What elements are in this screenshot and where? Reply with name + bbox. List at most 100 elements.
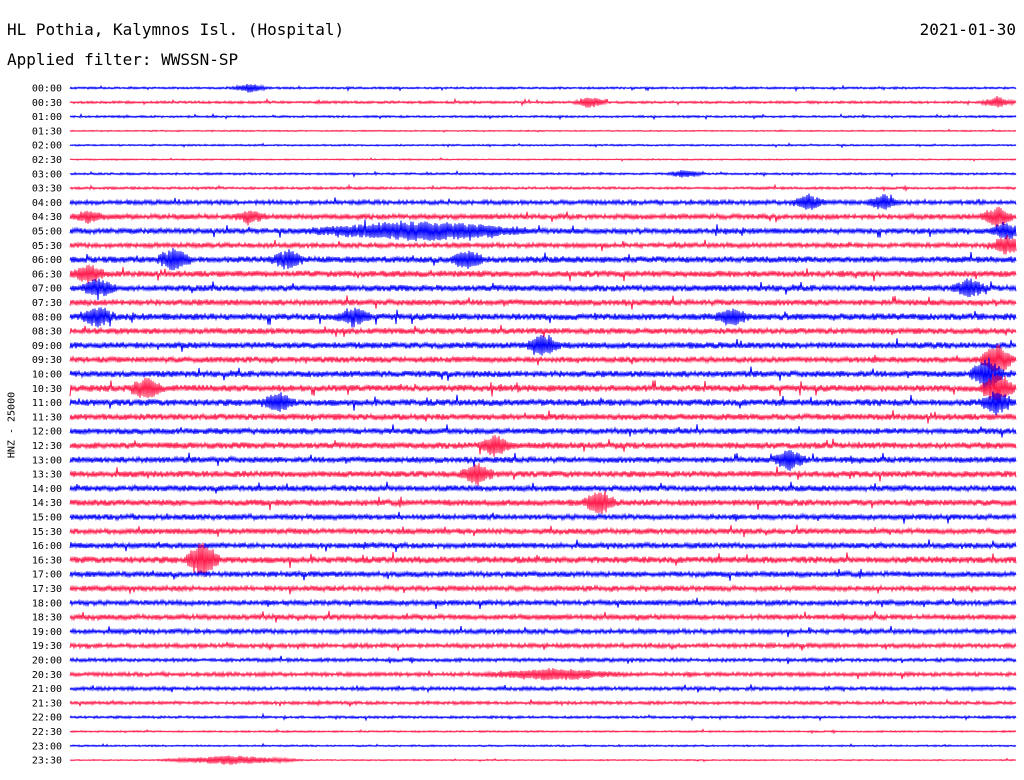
- row-time-label: 16:30: [32, 555, 62, 566]
- row-time-label: 20:00: [32, 656, 62, 667]
- row-time-label: 08:30: [32, 327, 62, 338]
- row-time-label: 10:00: [32, 370, 62, 381]
- trace-row: [69, 344, 1017, 373]
- row-time-label: 20:30: [32, 670, 62, 681]
- trace-row: [69, 668, 1017, 681]
- row-time-label: 04:30: [32, 212, 62, 223]
- trace-row: [69, 295, 1017, 310]
- trace-row: [69, 435, 1017, 457]
- row-time-label: 01:00: [32, 112, 62, 123]
- station-title: HL Pothia, Kalymnos Isl. (Hospital): [7, 20, 345, 39]
- trace-row: [69, 625, 1017, 638]
- trace-row: [69, 334, 1017, 356]
- row-time-label: 07:30: [32, 298, 62, 309]
- date-label: 2021-01-30: [919, 20, 1016, 39]
- trace-row: [69, 568, 1017, 581]
- row-time-label: 07:00: [32, 284, 62, 295]
- row-time-label: 16:00: [32, 541, 62, 552]
- trace-row: [69, 410, 1017, 424]
- row-time-label: 12:00: [32, 427, 62, 438]
- row-time-label: 22:00: [32, 713, 62, 724]
- row-time-label: 10:30: [32, 384, 62, 395]
- trace-row: [69, 307, 1017, 328]
- row-time-label: 01:30: [32, 126, 62, 137]
- trace-row: [69, 142, 1017, 149]
- row-time-label: 13:30: [32, 470, 62, 481]
- row-time-label: 03:00: [32, 169, 62, 180]
- row-time-label: 05:30: [32, 241, 62, 252]
- trace-row: [69, 583, 1017, 595]
- row-time-label: 19:00: [32, 627, 62, 638]
- trace-row: [69, 597, 1017, 610]
- trace-row: [69, 84, 1017, 93]
- trace-row: [69, 157, 1017, 162]
- trace-row: [69, 450, 1017, 471]
- trace-row: [69, 169, 1017, 178]
- trace-row: [69, 698, 1017, 708]
- row-time-label: 21:30: [32, 698, 62, 709]
- trace-row: [69, 264, 1017, 284]
- row-time-label: 18:00: [32, 598, 62, 609]
- row-time-label: 12:30: [32, 441, 62, 452]
- row-time-label: 08:00: [32, 312, 62, 323]
- row-time-label: 18:30: [32, 613, 62, 624]
- row-time-label: 05:00: [32, 227, 62, 238]
- trace-row: [69, 248, 1017, 271]
- trace-row: [69, 490, 1017, 514]
- trace-row: [69, 112, 1017, 121]
- trace-row: [69, 481, 1017, 494]
- trace-row: [69, 391, 1017, 416]
- row-time-label: 00:30: [32, 98, 62, 109]
- row-time-label: 03:30: [32, 184, 62, 195]
- trace-row: [69, 373, 1017, 406]
- row-time-label: 22:30: [32, 727, 62, 738]
- row-time-label: 23:00: [32, 741, 62, 752]
- trace-row: [69, 728, 1017, 735]
- row-time-label: 14:00: [32, 484, 62, 495]
- row-time-label: 17:00: [32, 570, 62, 581]
- trace-row: [69, 539, 1017, 552]
- row-time-label: 23:30: [32, 756, 62, 767]
- trace-row: [69, 235, 1017, 255]
- trace-row: [69, 128, 1017, 133]
- trace-row: [69, 463, 1017, 486]
- row-time-label: 14:30: [32, 498, 62, 509]
- trace-row: [69, 655, 1017, 665]
- trace-row: [69, 742, 1017, 748]
- trace-row: [69, 96, 1017, 108]
- trace-row: [69, 542, 1017, 578]
- trace-row: [69, 278, 1017, 301]
- row-time-label: 02:30: [32, 155, 62, 166]
- row-time-label: 02:00: [32, 141, 62, 152]
- trace-row: [69, 219, 1017, 242]
- row-time-label: 09:00: [32, 341, 62, 352]
- trace-row: [69, 712, 1017, 722]
- filter-label: Applied filter: WWSSN-SP: [7, 50, 239, 69]
- trace-row: [69, 641, 1017, 651]
- trace-row: [69, 511, 1017, 524]
- row-time-label: 15:00: [32, 513, 62, 524]
- row-time-label: 19:30: [32, 641, 62, 652]
- row-time-label: 17:30: [32, 584, 62, 595]
- row-time-label: 21:00: [32, 684, 62, 695]
- row-time-label: 04:00: [32, 198, 62, 209]
- trace-row: [69, 684, 1017, 694]
- row-time-label: 00:00: [32, 84, 62, 95]
- trace-row: [69, 755, 1017, 765]
- trace-row: [69, 524, 1017, 538]
- trace-row: [69, 424, 1017, 438]
- row-time-label: 06:30: [32, 269, 62, 280]
- trace-row: [69, 610, 1017, 623]
- row-time-label: 11:00: [32, 398, 62, 409]
- trace-row: [69, 324, 1017, 338]
- trace-row: [69, 206, 1017, 227]
- trace-row: [69, 193, 1017, 210]
- row-time-label: 15:30: [32, 527, 62, 538]
- row-time-label: 13:00: [32, 455, 62, 466]
- trace-row: [69, 183, 1017, 193]
- row-time-label: 06:00: [32, 255, 62, 266]
- trace-row: [69, 357, 1017, 391]
- row-time-label: 11:30: [32, 412, 62, 423]
- row-time-label: 09:30: [32, 355, 62, 366]
